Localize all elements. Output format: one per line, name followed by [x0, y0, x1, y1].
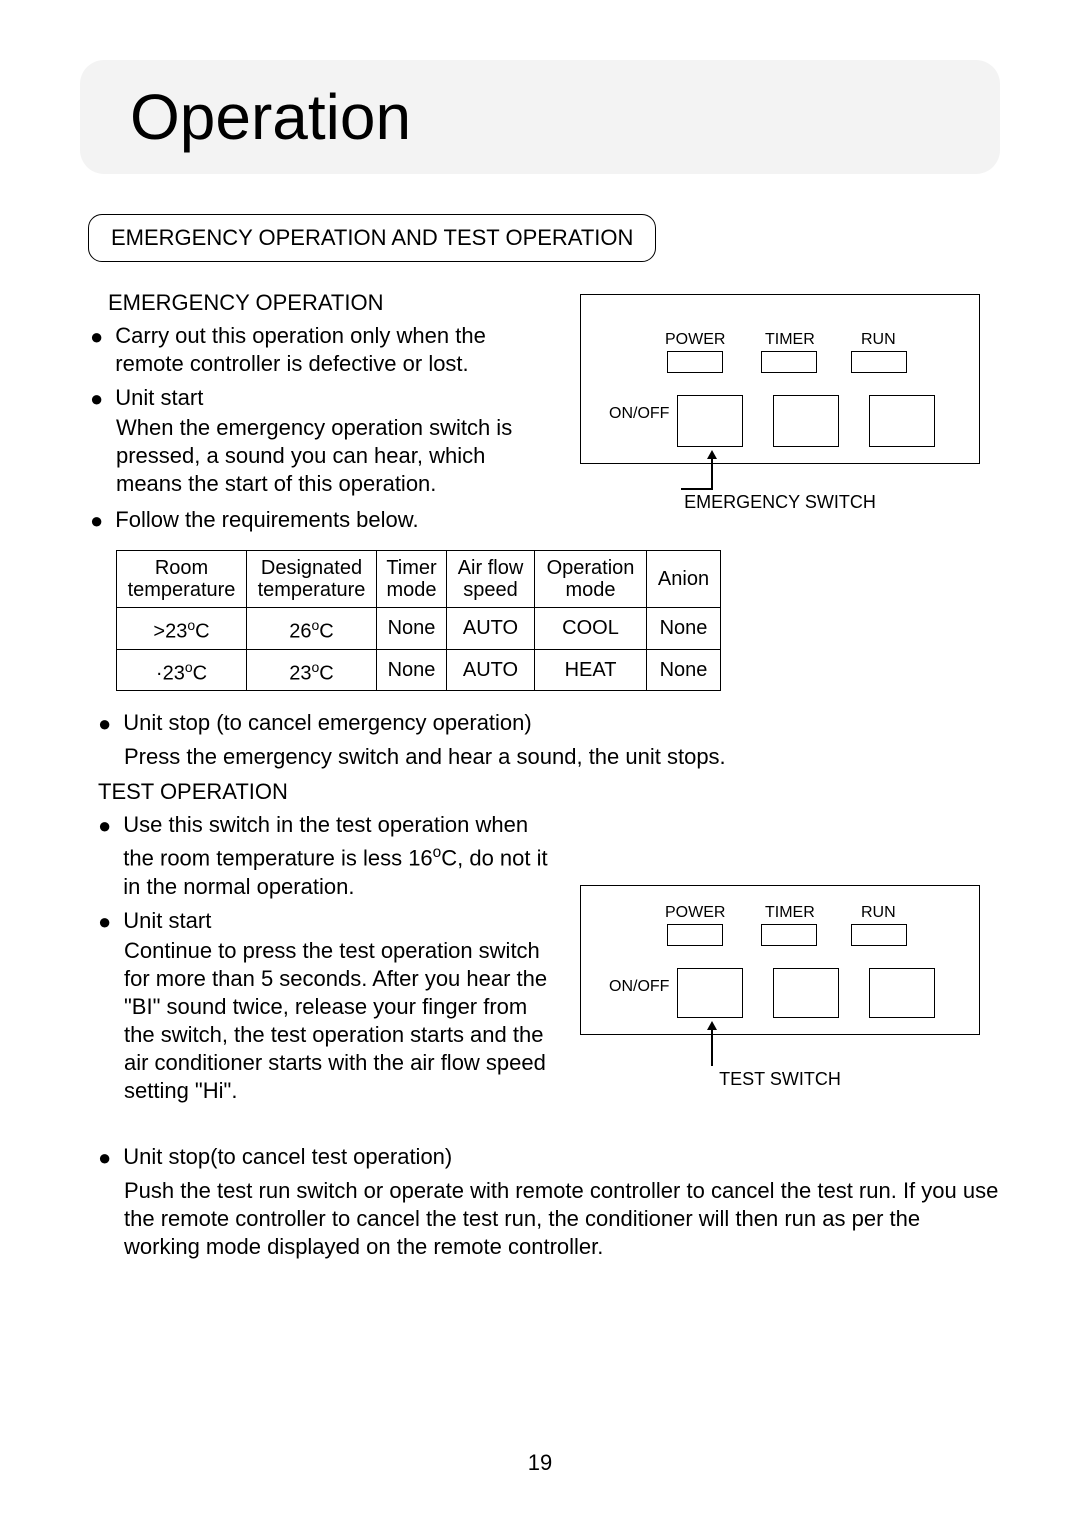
timer-label: TIMER: [765, 331, 815, 349]
power-indicator: [667, 924, 723, 946]
bullet-icon: ●: [90, 508, 103, 534]
bullet-icon: ●: [98, 711, 111, 737]
run-indicator: [851, 351, 907, 373]
title-banner: Operation: [80, 60, 1000, 174]
test-bullet1: Use this switch in the test operation wh…: [123, 811, 556, 900]
table-header: Room temperature: [117, 551, 247, 608]
table-cell: AUTO: [447, 649, 535, 691]
bullet-icon: ●: [90, 324, 103, 350]
table-cell: 26oC: [247, 608, 377, 650]
table-row: >23oC26oCNoneAUTOCOOLNone: [117, 608, 721, 650]
power-label: POWER: [665, 904, 725, 922]
onoff-label: ON/OFF: [609, 978, 669, 996]
table-header: Designated temperature: [247, 551, 377, 608]
power-indicator: [667, 351, 723, 373]
table-cell: COOL: [535, 608, 647, 650]
emergency-bullet4-body: Press the emergency switch and hear a so…: [124, 743, 1000, 771]
section-label: EMERGENCY OPERATION AND TEST OPERATION: [88, 214, 656, 262]
table-row: ·23oC23oCNoneAUTOHEATNone: [117, 649, 721, 691]
page-number: 19: [0, 1450, 1080, 1476]
page-title: Operation: [130, 80, 950, 154]
emergency-heading: EMERGENCY OPERATION: [108, 290, 556, 316]
power-label: POWER: [665, 331, 725, 349]
test-heading: TEST OPERATION: [98, 779, 1000, 805]
arrow-up-icon: [707, 1021, 717, 1030]
test-bullet3: Unit stop(to cancel test operation): [123, 1143, 452, 1171]
table-cell: 23oC: [247, 649, 377, 691]
run-label: RUN: [861, 331, 896, 349]
test-bullet2: Unit start: [123, 907, 211, 935]
test-switch-diagram: POWER TIMER RUN ON/OFF: [580, 885, 980, 1035]
emergency-switch-diagram: POWER TIMER RUN ON/OFF: [580, 294, 980, 464]
emergency-bullet2-body: When the emergency operation switch is p…: [116, 414, 556, 498]
table-header: Air flow speed: [447, 551, 535, 608]
emergency-bullet3: Follow the requirements below.: [115, 506, 418, 534]
onoff-label: ON/OFF: [609, 405, 669, 423]
bullet-icon: ●: [98, 909, 111, 935]
panel-button-2: [773, 395, 839, 447]
operation-table: Room temperatureDesignated temperatureTi…: [116, 550, 721, 691]
table-cell: AUTO: [447, 608, 535, 650]
table-cell: None: [377, 649, 447, 691]
panel-button-3: [869, 968, 935, 1018]
bullet-icon: ●: [98, 813, 111, 839]
timer-label: TIMER: [765, 904, 815, 922]
bullet-icon: ●: [98, 1145, 111, 1171]
table-cell: HEAT: [535, 649, 647, 691]
table-cell: None: [647, 649, 721, 691]
onoff-button: [677, 395, 743, 447]
emergency-bullet2: Unit start: [115, 384, 203, 412]
arrow-line-v: [711, 459, 713, 489]
arrow-line-v: [711, 1030, 713, 1066]
run-label: RUN: [861, 904, 896, 922]
arrow-line-h: [681, 488, 713, 490]
table-header: Operation mode: [535, 551, 647, 608]
run-indicator: [851, 924, 907, 946]
table-cell: None: [647, 608, 721, 650]
table-cell: ·23oC: [117, 649, 247, 691]
table-header: Timer mode: [377, 551, 447, 608]
test-bullet3-body: Push the test run switch or operate with…: [124, 1177, 1000, 1261]
table-cell: >23oC: [117, 608, 247, 650]
arrow-up-icon: [707, 450, 717, 459]
emergency-switch-caption: EMERGENCY SWITCH: [580, 492, 980, 513]
timer-indicator: [761, 351, 817, 373]
table-header: Anion: [647, 551, 721, 608]
timer-indicator: [761, 924, 817, 946]
test-bullet2-body: Continue to press the test operation swi…: [124, 937, 556, 1105]
panel-button-2: [773, 968, 839, 1018]
table-cell: None: [377, 608, 447, 650]
emergency-bullet4: Unit stop (to cancel emergency operation…: [123, 709, 531, 737]
bullet-icon: ●: [90, 386, 103, 412]
emergency-bullet1: Carry out this operation only when the r…: [115, 322, 556, 378]
panel-button-3: [869, 395, 935, 447]
test-switch-caption: TEST SWITCH: [580, 1069, 980, 1090]
onoff-button: [677, 968, 743, 1018]
